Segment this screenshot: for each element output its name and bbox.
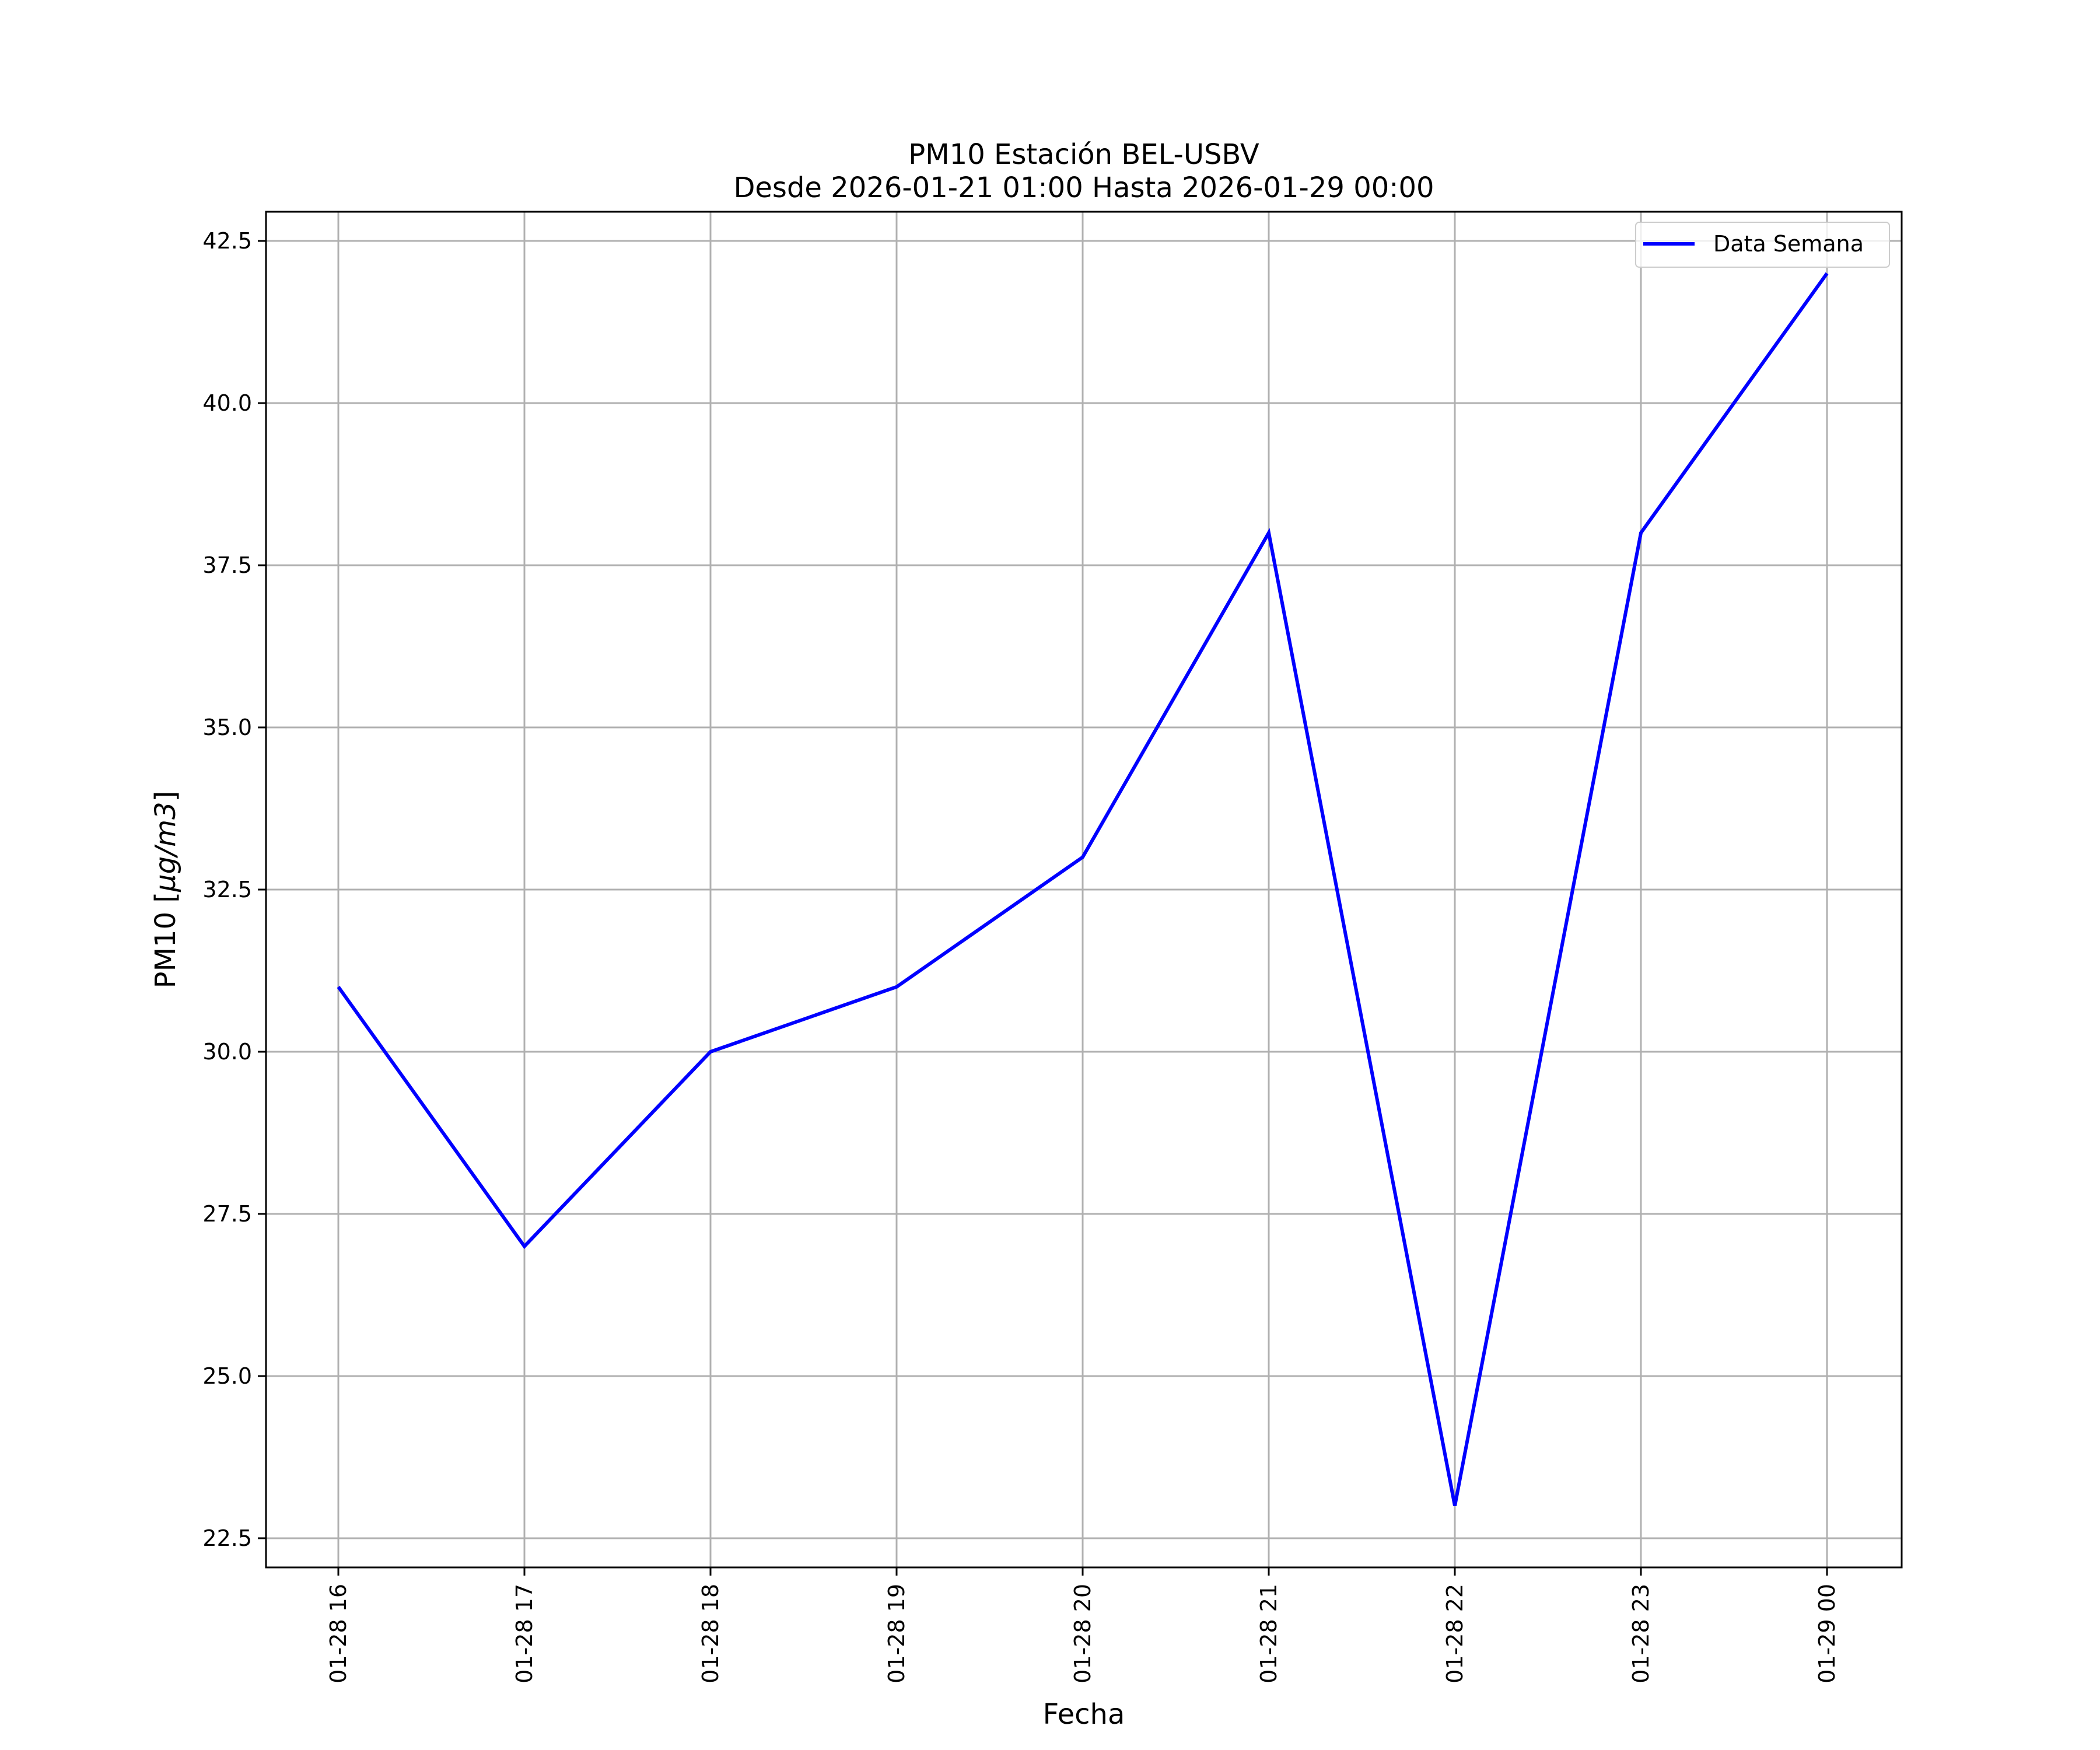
y-tick-label: 37.5	[202, 552, 252, 578]
x-tick-label: 01-28 20	[1070, 1584, 1096, 1684]
y-axis-label-unit: μg/m3	[149, 802, 182, 892]
x-axis-label: Fecha	[1043, 1698, 1125, 1731]
axis-ticks: 01-28 16 01-28 17 01-28 18 01-28 19 01-28 20…	[202, 228, 1840, 1684]
y-tick-label: 40.0	[202, 390, 252, 416]
y-axis-label: PM10 [μg/m3]	[149, 791, 182, 989]
x-tick-label: 01-28 17	[512, 1584, 537, 1684]
y-tick-label: 25.0	[202, 1363, 252, 1389]
x-tick-label: 01-28 21	[1256, 1584, 1282, 1684]
x-tick-label: 01-28 22	[1442, 1584, 1468, 1684]
legend-box	[1635, 222, 1890, 268]
legend-label: Data Semana	[1713, 231, 1864, 257]
x-tick-label: 01-28 19	[884, 1584, 909, 1684]
legend: Data Semana	[1635, 222, 1890, 268]
y-tick-label: 32.5	[202, 877, 252, 902]
y-tick-label: 35.0	[202, 715, 252, 740]
grid-lines	[266, 212, 1902, 1567]
x-tick-label: 01-28 18	[698, 1584, 723, 1684]
y-tick-label: 27.5	[202, 1201, 252, 1227]
y-tick-label: 30.0	[202, 1039, 252, 1065]
y-axis-label-prefix: PM10 [	[149, 892, 182, 988]
y-tick-label: 42.5	[202, 228, 252, 254]
chart-title-line2: Desde 2026-01-21 01:00 Hasta 2026-01-29 …	[733, 172, 1434, 204]
series-layer	[337, 272, 1829, 1506]
series-line	[337, 272, 1829, 1506]
x-tick-label: 01-28 23	[1628, 1584, 1654, 1684]
x-tick-label: 01-28 16	[326, 1584, 351, 1684]
x-tick-label: 01-29 00	[1814, 1584, 1840, 1684]
y-tick-label: 22.5	[202, 1525, 252, 1551]
chart-title-line1: PM10 Estación BEL-USBV	[908, 138, 1259, 171]
y-axis-label-suffix: ]	[149, 791, 182, 802]
